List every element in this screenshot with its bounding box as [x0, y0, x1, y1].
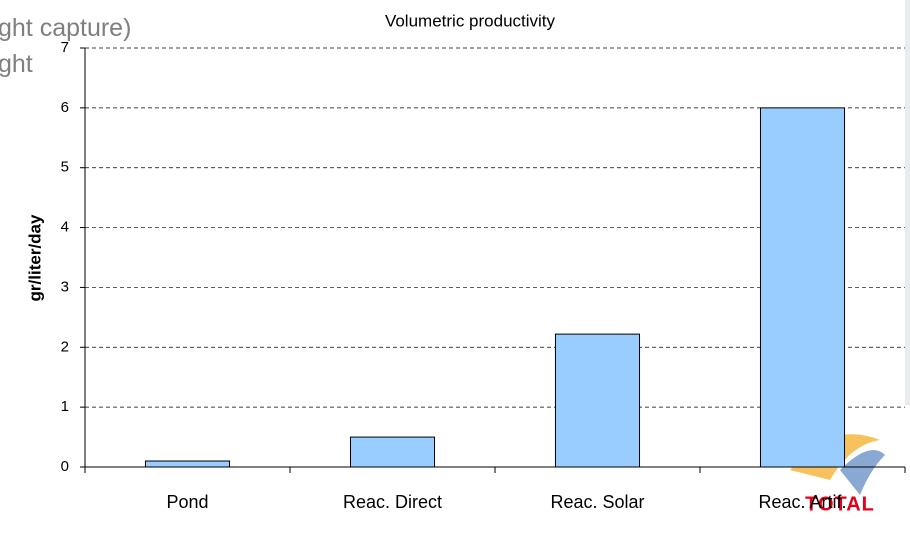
x-tick-label: Reac. Direct: [343, 492, 442, 512]
bar: [144, 460, 231, 468]
y-axis-label: gr/liter/day: [25, 214, 44, 301]
y-tick-label: 5: [61, 159, 69, 176]
y-tick-label: 1: [61, 398, 69, 415]
x-tick-label: Reac. Solar: [550, 492, 644, 512]
bar: [349, 436, 436, 468]
y-tick-label: 2: [61, 338, 69, 355]
logo: TOTAL: [805, 493, 875, 515]
y-tick-label: 4: [61, 219, 69, 236]
chart-title: Volumetric productivity: [385, 11, 556, 30]
slide-edge: [905, 0, 910, 405]
y-tick-label: 0: [61, 458, 69, 475]
y-tick-label: 6: [61, 99, 69, 116]
y-tick-label: 3: [61, 278, 69, 295]
background-text: ght: [0, 50, 33, 78]
y-tick-label: 7: [61, 39, 69, 56]
x-tick-label: Reac. Artif.: [758, 492, 846, 512]
background-text: ght capture): [0, 14, 131, 42]
bar: [554, 333, 641, 468]
bar: [759, 107, 846, 468]
x-tick-label: Pond: [166, 492, 208, 512]
logo-swoosh: [840, 450, 885, 495]
